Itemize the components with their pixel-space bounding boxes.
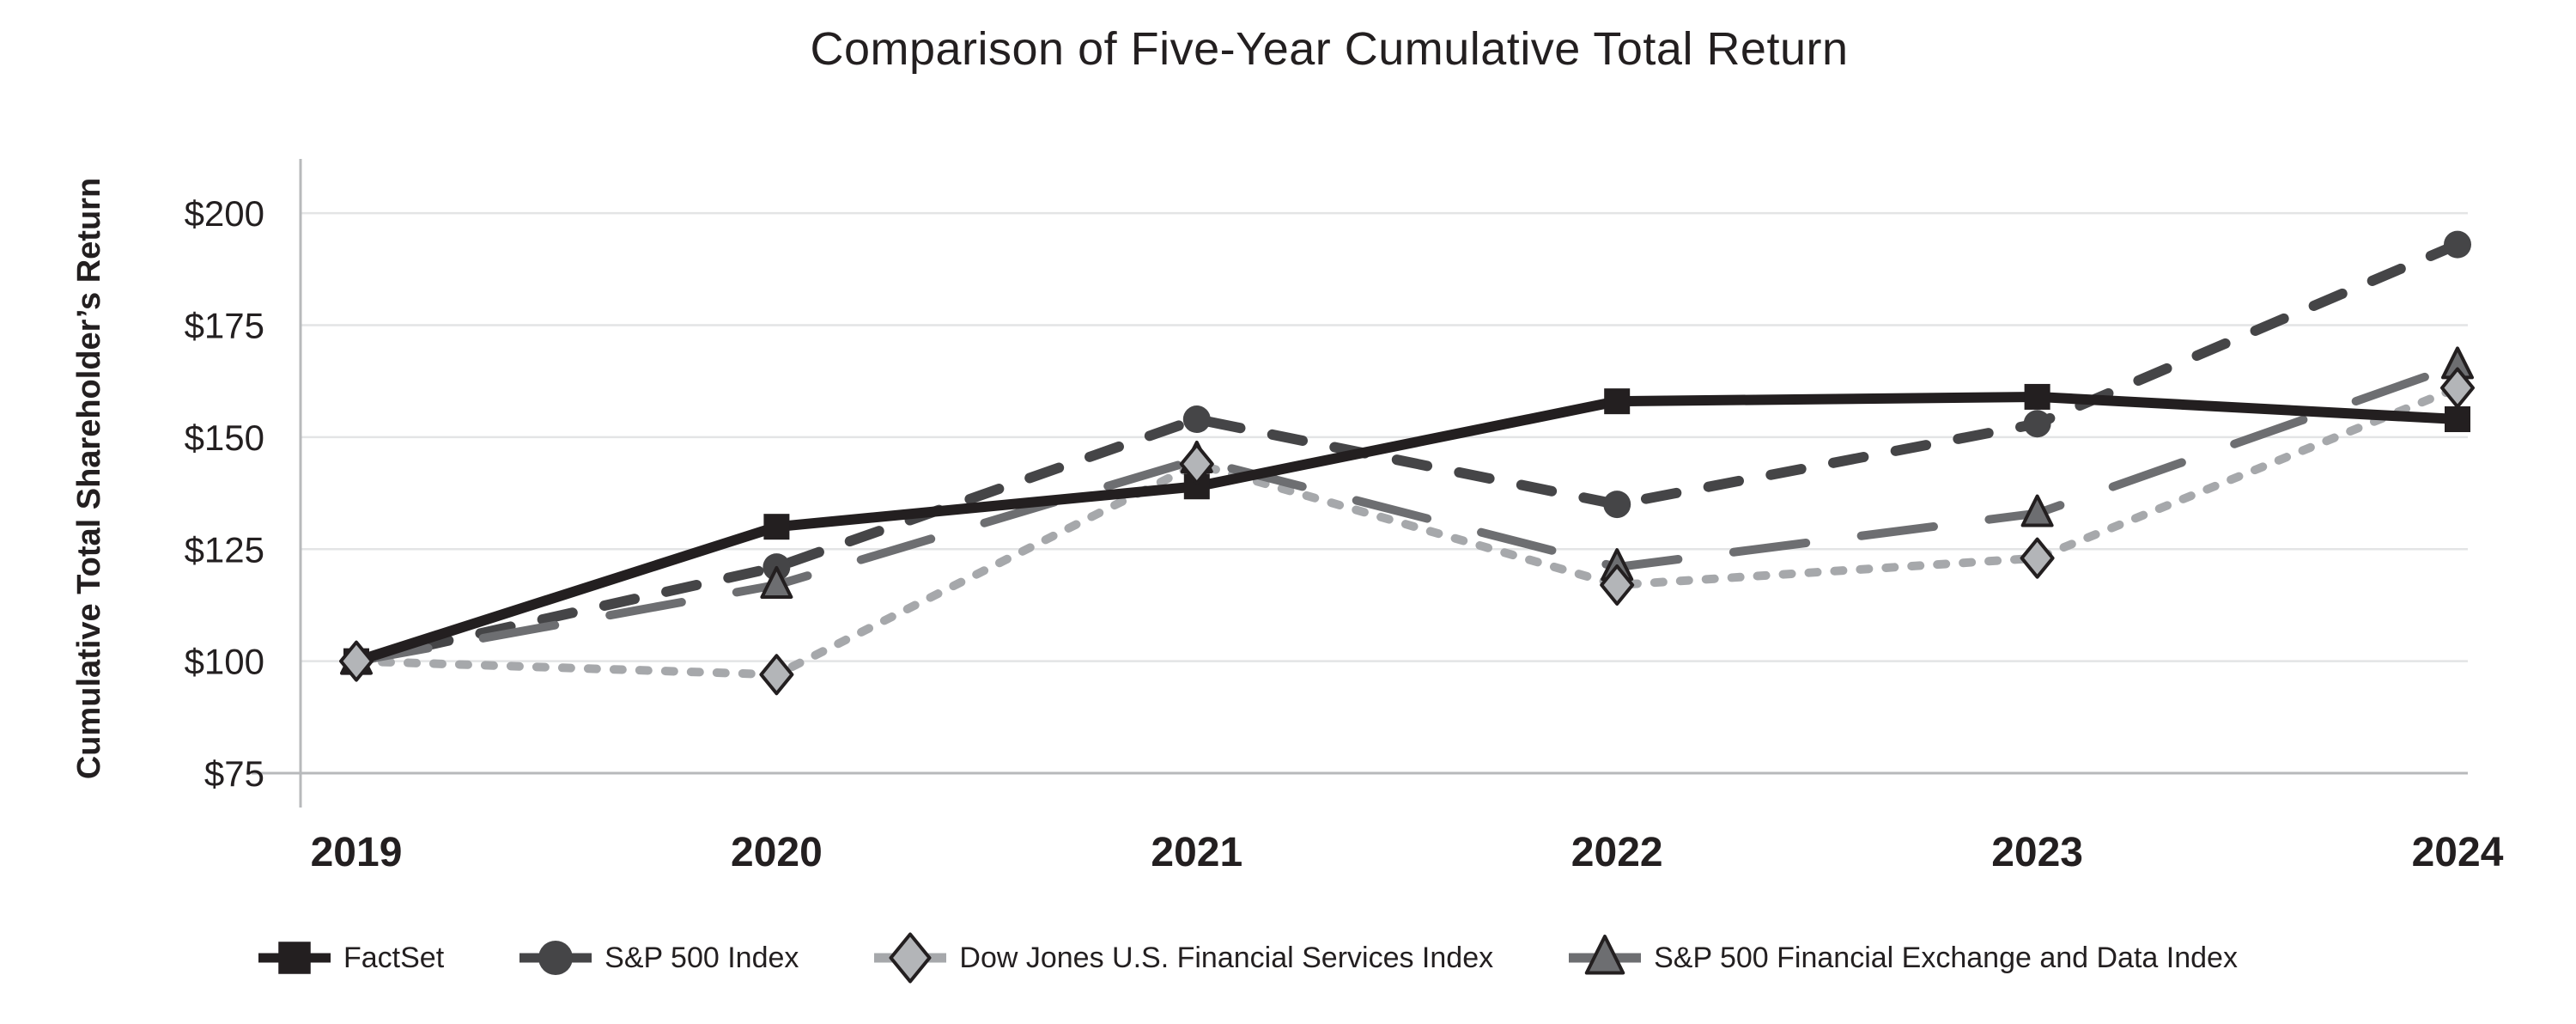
x-tick-label-2019: 2019 <box>311 830 403 875</box>
x-tick-label-2021: 2021 <box>1151 830 1242 875</box>
marker-factset-2022 <box>1604 388 1631 415</box>
sp500-circle-icon <box>519 941 592 975</box>
y-tick-label-$200: $200 <box>185 193 264 234</box>
y-tick-label-$175: $175 <box>185 306 264 346</box>
y-tick-label-$75: $75 <box>204 753 264 794</box>
marker-s-p-500-index-2021 <box>1182 405 1211 434</box>
x-tick-label-2024: 2024 <box>2412 830 2504 875</box>
marker-s-p-500-financial-exchange-and-data-index-2020 <box>760 565 793 599</box>
marker-dow-jones-u-s-financial-services-index-2023 <box>2020 537 2055 579</box>
dowjones-diamond-icon <box>874 932 947 984</box>
marker-factset-2024 <box>2445 406 2470 433</box>
legend-item-sp500: S&P 500 Index <box>517 932 799 984</box>
legend-label-spfed: S&P 500 Financial Exchange and Data Inde… <box>1654 941 2238 974</box>
marker-dow-jones-u-s-financial-services-index-2021 <box>1179 443 1214 485</box>
y-tick-label-$150: $150 <box>185 418 264 458</box>
legend-item-factset: FactSet <box>256 932 444 984</box>
legend-label-dowjones: Dow Jones U.S. Financial Services Index <box>959 941 1494 974</box>
marker-dow-jones-u-s-financial-services-index-2019 <box>339 640 374 682</box>
marker-s-p-500-index-2024 <box>2444 230 2471 259</box>
marker-factset-2023 <box>2024 383 2050 410</box>
series-line-s-p-500-index <box>351 239 2463 667</box>
marker-dow-jones-u-s-financial-services-index-2024 <box>2440 367 2475 409</box>
y-tick-label-$100: $100 <box>185 642 264 682</box>
factset-square-icon <box>258 942 331 974</box>
legend-label-sp500: S&P 500 Index <box>605 941 799 974</box>
marker-dow-jones-u-s-financial-services-index-2020 <box>759 654 794 696</box>
legend-marker-dow-jones-u-s-financial-services-index <box>889 932 932 984</box>
marker-factset-2020 <box>763 514 790 540</box>
legend-item-spfed: S&P 500 Financial Exchange and Data Inde… <box>1566 932 2238 984</box>
x-tick-label-2020: 2020 <box>731 830 823 875</box>
series-line-s-p-500-financial-exchange-and-data-index <box>352 361 2462 666</box>
series-line-factset <box>355 391 2458 667</box>
x-tick-label-2023: 2023 <box>1991 830 2083 875</box>
legend-marker-factset <box>278 942 311 974</box>
spfed-triangle-icon <box>1569 935 1642 975</box>
chart-title: Comparison of Five-Year Cumulative Total… <box>810 23 1849 75</box>
legend-label-factset: FactSet <box>343 941 445 974</box>
marker-s-p-500-index-2022 <box>1603 491 1631 519</box>
line-chart-plot: $200 $175 $150 $125 $100 $75 2019 2020 2021 2022 2… <box>185 159 2504 875</box>
marker-s-p-500-index-2023 <box>2023 410 2051 438</box>
series-line-dow-jones-u-s-financial-services-index <box>352 383 2462 680</box>
marker-s-p-500-financial-exchange-and-data-index-2023 <box>2020 494 2054 527</box>
legend-marker-s-p-500-index <box>538 941 574 975</box>
chart-legend: FactSet S&P 500 Index Dow Jones U.S. Fin… <box>256 932 2238 984</box>
legend-item-dowjones: Dow Jones U.S. Financial Services Index <box>872 932 1493 984</box>
legend-marker-s-p-500-financial-exchange-and-data-index <box>1584 935 1625 975</box>
x-tick-label-2022: 2022 <box>1571 830 1663 875</box>
y-tick-label-$125: $125 <box>185 529 264 570</box>
marker-dow-jones-u-s-financial-services-index-2022 <box>1600 564 1635 606</box>
